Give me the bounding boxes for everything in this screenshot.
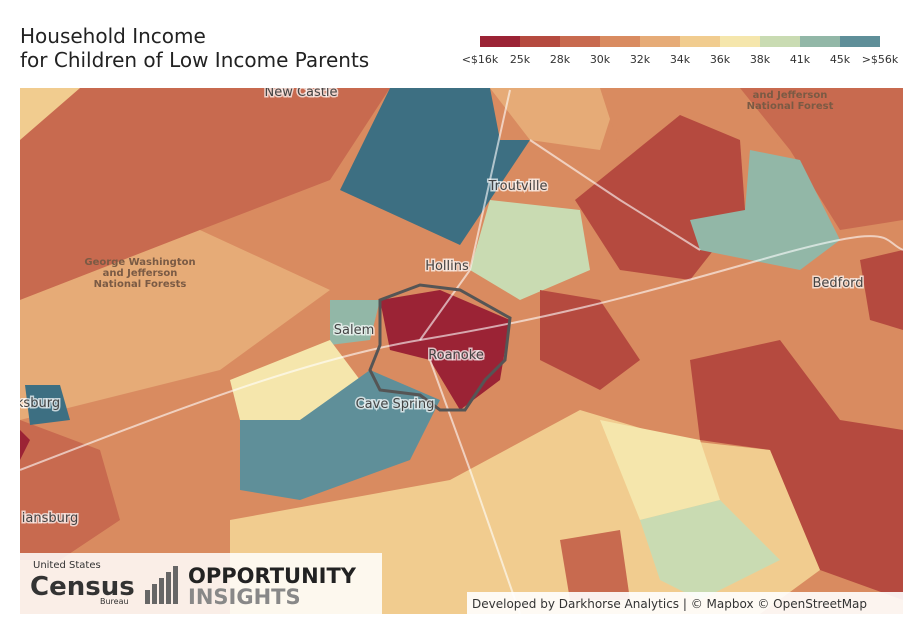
oi-title: OPPORTUNITY — [188, 564, 357, 588]
road — [20, 235, 903, 471]
legend-label: 25k — [510, 53, 531, 66]
title: for Children of Low Income Parents — [20, 48, 369, 72]
legend-label: 32k — [630, 53, 651, 66]
region — [20, 88, 80, 140]
region — [20, 230, 330, 420]
legend-swatch — [760, 36, 800, 47]
legend-label: >$56k — [862, 53, 899, 66]
place-label: Cave Spring — [356, 397, 435, 412]
place-label: New Castle — [264, 85, 337, 100]
logo-panel — [20, 553, 382, 614]
forest-label: National Forests — [94, 279, 187, 290]
legend: <$16k 25k 28k 30k 32k 34k 36k 38k 41k 45k >$56k — [462, 36, 899, 66]
region — [860, 250, 903, 330]
region — [740, 88, 903, 230]
legend-label: 36k — [710, 53, 731, 66]
place-label: iansburg — [22, 511, 78, 526]
region — [340, 88, 530, 245]
place-label: Salem — [334, 323, 375, 338]
region — [470, 200, 590, 300]
place-labels: New Castle Troutville Hollins Salem Roanoke C… — [16, 85, 865, 528]
legend-swatch — [520, 36, 560, 47]
legend-swatch — [480, 36, 520, 47]
legend-swatch — [720, 36, 760, 47]
region — [540, 290, 640, 390]
legend-swatch — [560, 36, 600, 47]
title: Household Income — [20, 24, 206, 48]
place-label: ksburg — [16, 396, 60, 411]
forest-label: and Jefferson — [753, 90, 828, 101]
legend-label: 34k — [670, 53, 691, 66]
region — [25, 385, 70, 425]
region — [380, 290, 510, 410]
place-label: Roanoke — [428, 348, 484, 363]
legend-swatch — [600, 36, 640, 47]
region — [490, 88, 620, 150]
legend-label: 41k — [790, 53, 811, 66]
roads — [20, 89, 903, 614]
place-label: Hollins — [425, 259, 469, 274]
census-top: United States — [33, 560, 101, 571]
forest-label: George Washington — [84, 257, 195, 268]
attribution-box — [467, 592, 903, 614]
region — [20, 88, 390, 300]
road — [429, 359, 521, 614]
legend-swatch — [640, 36, 680, 47]
legend-label: <$16k — [462, 53, 499, 66]
region — [20, 420, 120, 560]
map: New Castle Troutville Hollins Salem Roanoke C… — [16, 85, 903, 614]
oi-sub: INSIGHTS — [188, 585, 301, 609]
region — [600, 420, 720, 520]
region — [560, 530, 630, 600]
region — [690, 340, 903, 600]
forest-label: National Forest — [747, 101, 834, 112]
legend-swatch — [800, 36, 840, 47]
legend-label: 28k — [550, 53, 571, 66]
road — [529, 139, 701, 251]
legend-label: 38k — [750, 53, 771, 66]
census-logo: Census — [30, 572, 135, 602]
region — [20, 430, 30, 460]
legend-swatch — [680, 36, 720, 47]
region — [690, 150, 840, 270]
city-boundary — [368, 283, 512, 412]
legend-swatch — [840, 36, 880, 47]
oi-icon — [145, 566, 178, 604]
road — [419, 89, 511, 341]
census-bottom: Bureau — [100, 597, 129, 606]
region — [240, 370, 440, 500]
region — [640, 500, 780, 600]
region — [330, 300, 380, 345]
place-label: Troutville — [488, 179, 548, 194]
legend-label: 30k — [590, 53, 611, 66]
region — [230, 340, 360, 420]
place-label: Bedford — [812, 276, 863, 291]
legend-label: 45k — [830, 53, 851, 66]
attribution: Developed by Darkhorse Analytics | © Map… — [472, 597, 867, 611]
forest-label: and Jefferson — [103, 268, 178, 279]
